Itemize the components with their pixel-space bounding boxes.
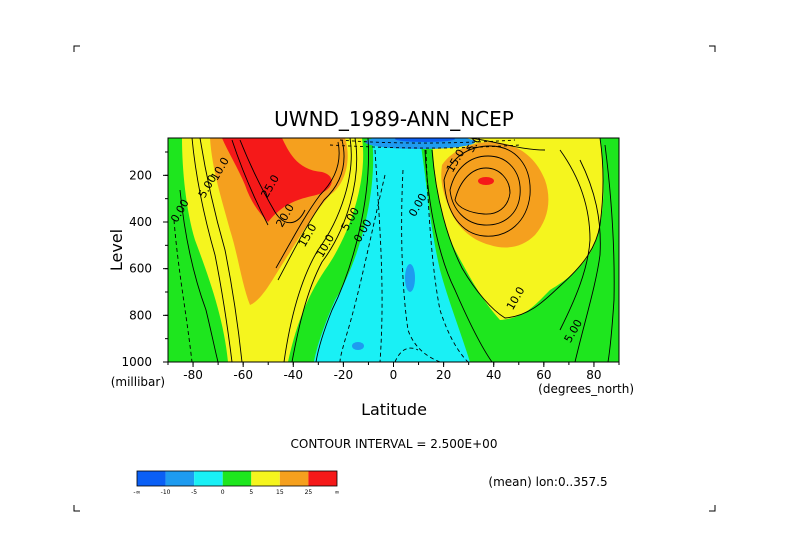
y-unit-label: (millibar)	[111, 375, 165, 389]
x-tick-label: 0	[390, 368, 398, 382]
patch-neg-top	[365, 138, 475, 149]
x-tick-label: -20	[334, 368, 354, 382]
band-25-plus-south	[222, 138, 332, 222]
colorbar-swatch	[279, 471, 309, 486]
colorbar-swatch	[137, 471, 166, 486]
y-tick-label: 200	[129, 168, 152, 182]
y-tick-label: 600	[129, 262, 152, 276]
y-tick-label: 800	[129, 308, 152, 322]
colorbar-frame	[136, 470, 338, 487]
x-unit-label: (degrees_north)	[538, 382, 634, 396]
colorbar-tick-label: 5	[249, 489, 253, 496]
patch-neg5-south	[352, 342, 364, 350]
x-axis: -80 -60 -40 -20 0 20 40 60 80	[167, 362, 620, 382]
x-tick-label: 40	[486, 368, 501, 382]
colorbar-swatch	[251, 471, 280, 486]
y-tick-label: 1000	[121, 355, 152, 369]
x-tick-label: -40	[283, 368, 303, 382]
x-tick-label: 20	[436, 368, 451, 382]
band-15-25-north	[441, 142, 549, 248]
colorbar-swatch	[165, 471, 195, 486]
patch-neg5-center	[405, 264, 415, 292]
x-tick-label: 60	[536, 368, 551, 382]
x-tick-label: 80	[586, 368, 601, 382]
crop-mark-bottom-left	[73, 505, 80, 512]
colorbar: -∞ -10 -5 0 5 15 25 ∞	[133, 470, 340, 496]
colorbar-swatch	[194, 471, 223, 486]
crop-mark-top-left	[73, 45, 80, 52]
crop-marks	[73, 45, 716, 512]
x-tick-label: -60	[233, 368, 253, 382]
colorbar-tick-label: -10	[161, 489, 171, 496]
colorbar-swatch	[222, 471, 252, 486]
chart-title: UWND_1989-ANN_NCEP	[274, 107, 514, 131]
contour-interval-note: CONTOUR INTERVAL = 2.500E+00	[291, 437, 498, 451]
crop-mark-top-right	[709, 45, 716, 52]
colorbar-tick-label: 25	[305, 489, 313, 496]
colorbar-tick-label: 15	[276, 489, 284, 496]
colorbar-tick-label: -∞	[133, 489, 140, 496]
colorbar-tick-label: ∞	[335, 489, 340, 496]
y-tick-label: 400	[129, 215, 152, 229]
contour-lines	[173, 138, 615, 362]
band-25-plus-north	[478, 177, 494, 185]
colorbar-swatch	[308, 471, 337, 486]
y-axis-title: Level	[107, 229, 126, 271]
colorbar-tick-label: -5	[191, 489, 197, 496]
y-axis: 200 400 600 800 1000	[121, 151, 168, 369]
x-axis-title: Latitude	[361, 400, 427, 419]
x-tick-label: -80	[183, 368, 203, 382]
crop-mark-bottom-right	[709, 505, 716, 512]
contour-field: 10.05.000.0025.020.015.010.05.000.000.00…	[168, 138, 619, 362]
colorbar-tick-label: 0	[221, 489, 225, 496]
patch-neg10-top	[395, 138, 455, 142]
mean-lon-footnote: (mean) lon:0..357.5	[488, 475, 607, 489]
